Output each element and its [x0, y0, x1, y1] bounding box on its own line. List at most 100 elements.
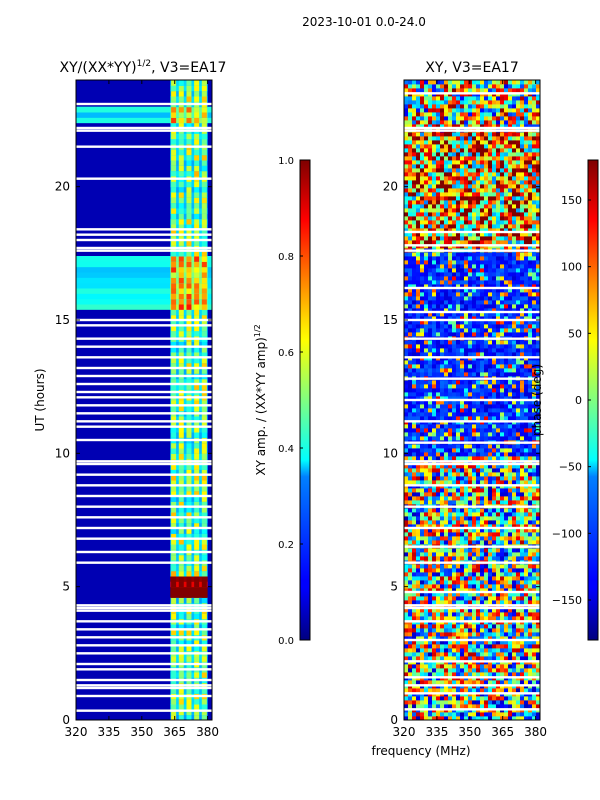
amplitude-flagged-row: [76, 684, 212, 687]
phase-cell: [508, 516, 513, 521]
phase-cell: [452, 432, 457, 437]
phase-cell: [416, 512, 421, 517]
phase-cell: [468, 644, 473, 649]
phase-cell: [440, 476, 445, 481]
phase-cell: [520, 568, 525, 573]
phase-cell: [516, 592, 521, 597]
phase-cell: [408, 268, 413, 273]
phase-cell: [536, 576, 541, 581]
phase-cell: [504, 492, 509, 497]
amplitude-channel-cell: [186, 154, 192, 161]
amplitude-channel-cell: [201, 474, 207, 481]
phase-cell: [428, 576, 433, 581]
phase-cell: [448, 468, 453, 473]
amplitude-channel-cell: [178, 597, 184, 604]
amplitude-channel-cell: [201, 448, 207, 454]
phase-cell: [496, 572, 501, 577]
phase-cell: [520, 444, 525, 449]
phase-cell: [528, 600, 533, 605]
phase-cell: [536, 288, 541, 293]
phase-cell: [472, 252, 477, 257]
phase-cell: [448, 404, 453, 409]
phase-cell: [468, 536, 473, 541]
phase-cell: [452, 608, 457, 613]
phase-cell: [448, 588, 453, 593]
phase-cell: [404, 332, 409, 337]
phase-cell: [460, 432, 465, 437]
phase-cell: [536, 628, 541, 633]
phase-cell: [492, 432, 497, 437]
phase-cell: [444, 600, 449, 605]
phase-cell: [492, 288, 497, 293]
phase-cell: [464, 416, 469, 421]
phase-cell: [412, 600, 417, 605]
phase-cell: [428, 364, 433, 369]
phase-cell: [532, 380, 537, 385]
phase-cell: [464, 716, 469, 721]
phase-cell: [416, 568, 421, 573]
phase-cell: [488, 288, 493, 293]
colorbar-tick-label: 1.0: [278, 156, 294, 167]
phase-cell: [508, 300, 513, 305]
phase-cell: [436, 624, 441, 629]
phase-cell: [476, 580, 481, 585]
phase-cell: [516, 536, 521, 541]
phase-cell: [408, 648, 413, 653]
phase-cell: [432, 400, 437, 405]
phase-cell: [420, 712, 425, 717]
phase-cell: [524, 344, 529, 349]
phase-cell: [516, 444, 521, 449]
phase-cell: [448, 444, 453, 449]
phase-cell: [404, 636, 409, 641]
phase-cell: [496, 240, 501, 245]
phase-cell: [520, 312, 525, 317]
phase-cell: [412, 712, 417, 717]
amplitude-channel-cell: [171, 453, 177, 460]
phase-cell: [520, 628, 525, 633]
phase-cell: [464, 664, 469, 669]
phase-cell: [488, 428, 493, 433]
phase-cell: [452, 236, 457, 241]
phase-cell: [432, 516, 437, 521]
phase-cell: [440, 452, 445, 457]
phase-cell: [456, 668, 461, 673]
phase-cell: [432, 480, 437, 485]
phase-cell: [432, 456, 437, 461]
amplitude-channel-cell: [178, 581, 184, 588]
phase-cell: [516, 428, 521, 433]
phase-cell: [444, 608, 449, 613]
phase-cell: [420, 516, 425, 521]
phase-cell: [536, 456, 541, 461]
phase-cell: [456, 476, 461, 481]
amplitude-channel-cell: [186, 448, 192, 454]
phase-cell: [420, 468, 425, 473]
phase-cell: [460, 324, 465, 329]
phase-cell: [432, 452, 437, 457]
phase-cell: [484, 240, 489, 245]
amplitude-flagged-row: [76, 550, 212, 554]
phase-cell: [496, 416, 501, 421]
amplitude-channel-cell: [194, 698, 200, 705]
phase-cell: [504, 716, 509, 721]
phase-cell: [532, 536, 537, 541]
amplitude-channel-cell: [171, 170, 177, 177]
phase-cell: [416, 416, 421, 421]
phase-cell: [476, 456, 481, 461]
amplitude-channel-cell: [186, 586, 192, 593]
phase-cell: [412, 496, 417, 501]
phase-cell: [536, 392, 541, 397]
phase-cell: [464, 492, 469, 497]
phase-cell: [412, 528, 417, 533]
phase-cell: [472, 268, 477, 273]
phase-cell: [444, 452, 449, 457]
amplitude-channel-cell: [201, 426, 207, 433]
phase-cell: [444, 276, 449, 281]
phase-cell: [488, 616, 493, 621]
phase-cell: [448, 608, 453, 613]
phase-cell: [496, 320, 501, 325]
phase-cell: [436, 548, 441, 553]
amplitude-channel-cell: [201, 528, 207, 534]
phase-cell: [504, 272, 509, 277]
phase-cell: [532, 532, 537, 537]
phase-cell: [488, 644, 493, 649]
